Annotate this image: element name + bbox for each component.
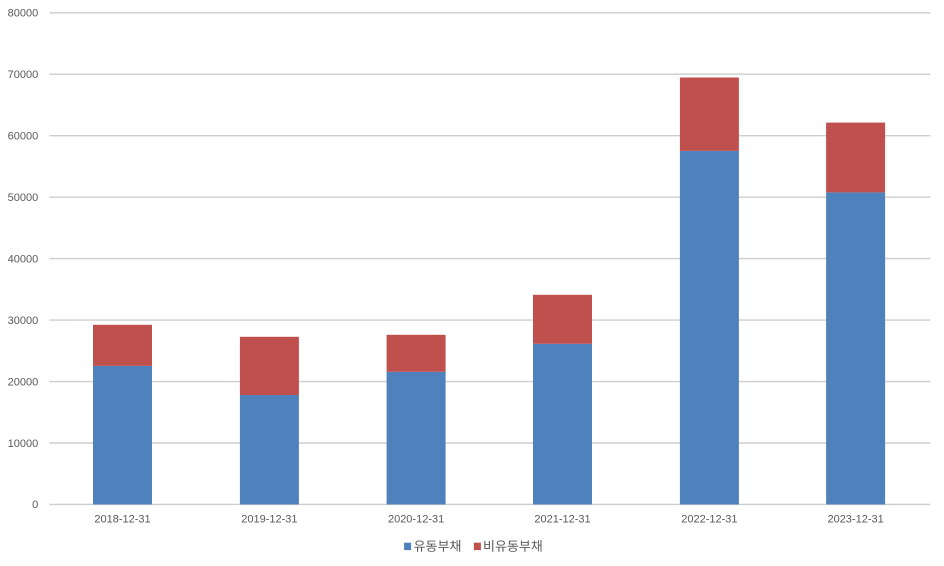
- svg-text:20000: 20000: [8, 376, 39, 388]
- svg-text:60000: 60000: [8, 131, 39, 143]
- svg-text:2020-12-31: 2020-12-31: [388, 514, 444, 526]
- svg-text:50000: 50000: [8, 192, 39, 204]
- svg-text:2018-12-31: 2018-12-31: [94, 514, 150, 526]
- svg-text:2021-12-31: 2021-12-31: [534, 514, 590, 526]
- svg-text:0: 0: [32, 499, 38, 511]
- svg-text:2019-12-31: 2019-12-31: [241, 514, 297, 526]
- svg-text:2023-12-31: 2023-12-31: [827, 514, 883, 526]
- svg-text:80000: 80000: [8, 8, 39, 20]
- svg-text:30000: 30000: [8, 315, 39, 327]
- svg-text:2022-12-31: 2022-12-31: [681, 514, 737, 526]
- svg-text:70000: 70000: [8, 69, 39, 81]
- svg-text:40000: 40000: [8, 253, 39, 265]
- svg-text:10000: 10000: [8, 438, 39, 450]
